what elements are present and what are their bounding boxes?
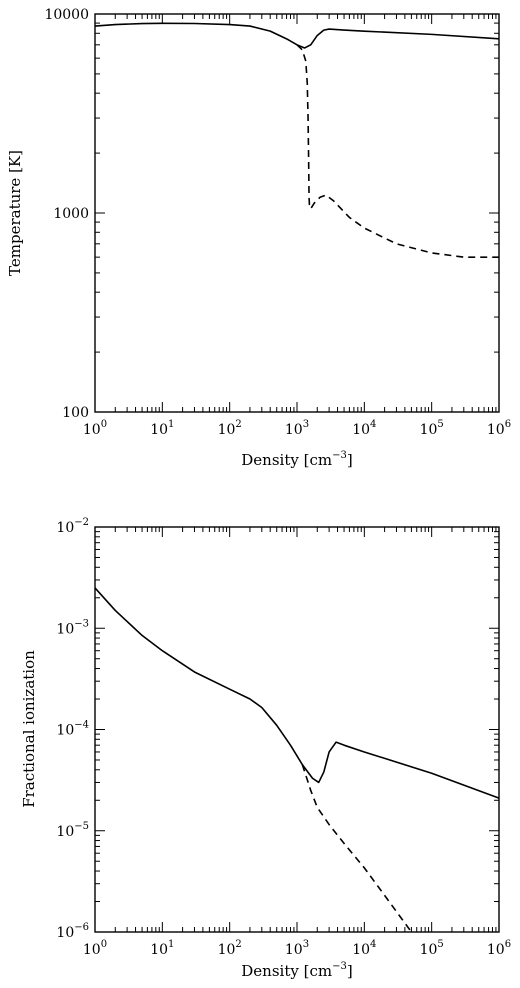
ionization-series-solid-line [94, 587, 500, 799]
y-tick-label: 10−6 [56, 922, 89, 941]
ionization-series [94, 587, 500, 933]
x-tick-label: 100 [83, 419, 107, 438]
x-tick-label: 103 [285, 939, 309, 958]
temperature-series-dashed-line [296, 44, 499, 258]
ionization-plot-frame [94, 526, 500, 933]
temperature-x-axis-label: Density [cm−3] [241, 450, 352, 469]
temperature-tick-labels: 100 101 102 103 104 105 106 100 1000 10000 [44, 7, 511, 438]
y-tick-label: 10−2 [56, 517, 89, 536]
temperature-series [94, 22, 500, 258]
x-tick-label: 104 [352, 419, 376, 438]
ionization-y-axis-label: Fractional ionization [20, 650, 38, 808]
x-tick-label: 105 [420, 939, 444, 958]
x-tick-label: 106 [487, 939, 511, 958]
y-tick-label: 10−4 [56, 720, 89, 739]
x-tick-label: 106 [487, 419, 511, 438]
temperature-axis-ticks [94, 14, 499, 413]
x-tick-label: 103 [285, 419, 309, 438]
y-tick-label: 10000 [44, 7, 89, 23]
temperature-series-solid-line [94, 22, 500, 49]
y-tick-label: 1000 [53, 206, 89, 222]
ionization-x-axis-label: Density [cm−3] [241, 961, 352, 980]
x-tick-label: 102 [218, 939, 242, 958]
temperature-plot-frame [94, 13, 500, 413]
x-tick-label: 100 [83, 939, 107, 958]
temperature-y-axis-label: Temperature [K] [6, 150, 24, 276]
x-tick-label: 101 [150, 419, 174, 438]
ionization-tick-labels: 100 101 102 103 104 105 106 10−6 10−5 10−4 10−3 10−… [56, 517, 511, 958]
ionization-chart: 100 101 102 103 104 105 106 10−6 10−5 10−4 10−3 10−… [20, 517, 511, 980]
x-tick-label: 102 [218, 419, 242, 438]
y-tick-label: 10−3 [56, 618, 89, 637]
ionization-series-dashed-line [301, 764, 413, 933]
x-tick-label: 105 [420, 419, 444, 438]
x-tick-label: 101 [150, 939, 174, 958]
y-tick-label: 10−5 [56, 821, 89, 840]
x-tick-label: 104 [352, 939, 376, 958]
ionization-axis-ticks [94, 527, 499, 933]
temperature-chart: 100 101 102 103 104 105 106 100 1000 10000 Densit… [6, 7, 511, 469]
y-tick-label: 100 [62, 405, 89, 421]
